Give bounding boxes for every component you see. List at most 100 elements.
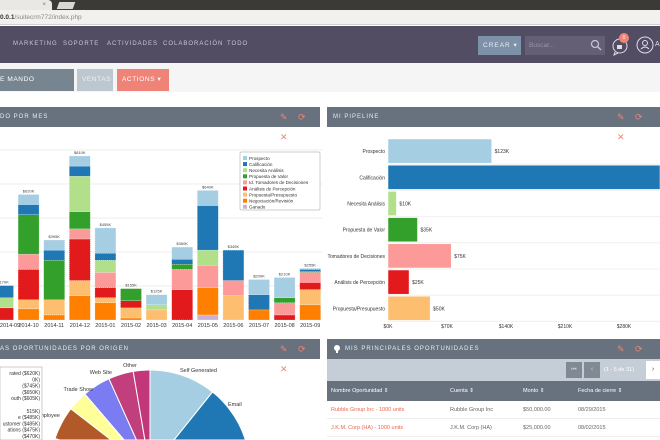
url-path: /suitecrm772/index.php [14, 14, 82, 21]
user-avatar-icon[interactable] [636, 36, 654, 54]
bar-segment [17, 194, 40, 205]
nav-actividades[interactable]: ACTIVIDADES [107, 41, 159, 47]
legend-label: Análisis de Percepción [249, 186, 296, 191]
x-tick-label: 2015-02 [121, 323, 141, 329]
bar-segment [43, 260, 65, 300]
bar [387, 138, 492, 164]
total-label: $395K [48, 234, 60, 239]
total-label: $255K [304, 262, 316, 267]
pie-slice [173, 391, 246, 440]
dashlet-header-pipeline: MI PIPELINE ✎ ⟳ ✕ [327, 107, 660, 142]
prev-page-button[interactable]: ‹ [584, 362, 600, 378]
bar-segment [171, 264, 193, 270]
dashlet-title: MI PIPELINE [333, 114, 380, 120]
value-label: $10K [399, 202, 411, 208]
bar-segment [69, 165, 91, 177]
search-input[interactable]: Buscar... [525, 36, 605, 55]
category-label: Necesita Análisis [347, 202, 385, 208]
bar-segment [69, 176, 91, 212]
bar-segment [299, 282, 321, 290]
opportunity-link[interactable]: J.K.M. Corp (HA) - 1000 units [331, 425, 404, 431]
bar-segment [120, 288, 142, 301]
total-label: $170K [0, 280, 9, 285]
legend-label: e ($485K) [18, 415, 40, 421]
bar-segment [145, 304, 168, 311]
bar-segment [299, 304, 321, 321]
nav-todo[interactable]: TODO [227, 41, 249, 47]
table-row [327, 419, 660, 437]
legend-label: Propuesta de Valor [249, 174, 288, 179]
tab-dashboard-suitecrm[interactable]: E MANDO SUITECRM [0, 69, 74, 105]
bar-segment [94, 252, 117, 261]
bar [387, 295, 431, 321]
opportunity-link[interactable]: Rubble Group Inc - 1000 units [331, 407, 405, 413]
legend-swatch [243, 156, 247, 160]
bar [387, 191, 397, 216]
nav-soporte[interactable]: SOPORTE [63, 41, 100, 47]
bar-segment [197, 265, 219, 288]
bar-segment [273, 302, 296, 316]
create-button[interactable]: CREAR ▾ [478, 36, 521, 55]
legend-label: ($470K) [22, 434, 40, 440]
bar-segment [222, 249, 245, 281]
category-label: Calificación [359, 175, 385, 181]
nav-marketing[interactable]: MARKETING [13, 41, 58, 47]
browser-tab-bar [0, 0, 660, 10]
col-header-account[interactable]: Cuenta ⇕ [450, 388, 474, 394]
bar-segment [17, 269, 40, 300]
legend-label: 515K) [27, 409, 41, 415]
table-header [327, 381, 660, 401]
x-tick-label: 2015-03 [147, 323, 167, 329]
legend-label: Calificación [249, 162, 273, 167]
bar-segment [43, 249, 65, 261]
tab-ventas[interactable]: VENTAS [77, 69, 113, 91]
browser-tab[interactable]: × [0, 0, 52, 10]
bar-segment [171, 289, 193, 321]
bar-segment [120, 317, 142, 321]
value-label: $123K [495, 149, 510, 155]
next-page-button[interactable]: › [646, 361, 660, 379]
legend-swatch [243, 192, 247, 197]
x-tick-label: 2014-12 [70, 323, 90, 329]
col-header-amount[interactable]: Monto ⇕ [523, 388, 545, 394]
user-name[interactable]: A [655, 41, 660, 48]
pagination-range: (1 - 5 de 31) [604, 367, 634, 373]
dashlet-edit-refresh-close-icons[interactable]: ✎ ⟳ ✕ [280, 344, 310, 374]
dashlet-edit-refresh-icons[interactable]: ✎ ⟳ ✕ [617, 112, 647, 142]
bar-segment [0, 307, 14, 321]
bar-segment [17, 214, 40, 255]
bar-segment [273, 314, 296, 321]
legend-label: outh ($605K) [11, 396, 40, 402]
total-label: $155K [125, 283, 137, 288]
dashlet-edit-refresh-close-icons[interactable]: ✎ ⟳ ✕ [280, 112, 310, 142]
slice-label: Trade Show [64, 387, 93, 393]
col-header-close-date[interactable]: Fecha de cierre ⇕ [578, 388, 623, 394]
value-label: $35K [421, 228, 433, 234]
close-tab-icon[interactable]: × [42, 2, 46, 8]
total-label: $640K [202, 184, 214, 189]
notification-badge: 0 [619, 33, 629, 43]
nav-colaboracion[interactable]: COLABORACIÓN [163, 41, 224, 47]
slice-label: Employee [36, 413, 60, 419]
address-bar[interactable] [0, 10, 660, 25]
actions-dropdown[interactable]: ACTIONS ▾ [117, 69, 169, 91]
x-tick-label: 2015-01 [95, 323, 115, 329]
category-label: Propuesta de Valor [343, 228, 386, 234]
col-header-name[interactable]: Nombre Oportunidad ⇕ [331, 388, 389, 394]
new-tab-button[interactable] [56, 2, 76, 9]
category-label: Análisis de Percepción [334, 280, 385, 286]
legend-swatch [243, 168, 247, 173]
bar-segment [197, 205, 219, 251]
url-text[interactable]: 0.0.1/suitecrm772/index.php [0, 12, 82, 24]
pipeline-by-month-chart: $170K 2014-09 $620K 2014-10 $395K 2014-11 $810… [0, 149, 322, 329]
bar-segment [299, 269, 321, 272]
search-icon[interactable] [590, 39, 602, 51]
bar-segment [69, 280, 91, 296]
bar-segment [17, 299, 40, 310]
bar-segment [94, 297, 117, 303]
legend-label: Necesita Análisis [249, 168, 284, 173]
bar-segment [43, 239, 65, 251]
close-date-cell: 08/29/2015 [578, 407, 606, 413]
first-page-button[interactable]: ⏮ [566, 362, 582, 378]
bar-segment [94, 287, 117, 298]
